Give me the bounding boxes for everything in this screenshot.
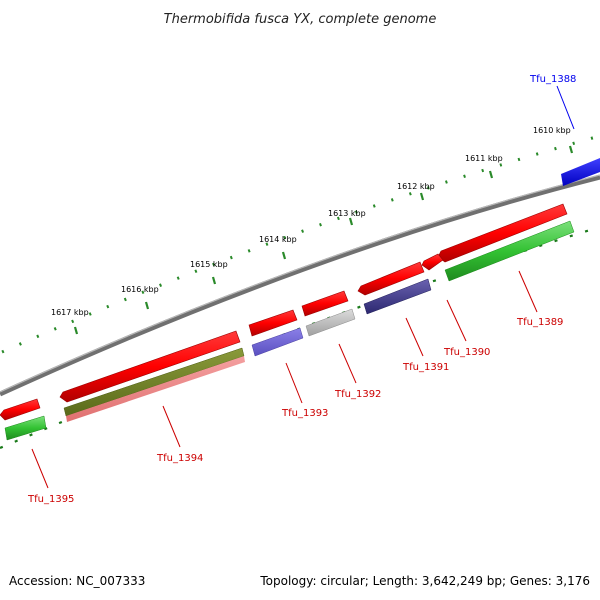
tick-label: 1616 kbp [121, 285, 159, 294]
gene-tfu-1392-forward[interactable] [301, 290, 349, 317]
gene-label: Tfu_1388 [529, 74, 576, 85]
gene-labels: Tfu_1388 Tfu_1389 Tfu_1390 Tfu_1391 Tfu_… [27, 74, 576, 505]
tick-label: 1615 kbp [190, 260, 228, 269]
feature-track [4, 220, 575, 441]
tick-label: 1610 kbp [533, 126, 571, 135]
accession-text: Accession: NC_007333 [9, 574, 146, 588]
gene-label: Tfu_1391 [402, 362, 449, 373]
genome-summary-text: Topology: circular; Length: 3,642,249 bp… [260, 574, 590, 588]
gene-tfu-1389-feature[interactable] [444, 220, 575, 282]
tick-labels: 1610 kbp 1611 kbp 1612 kbp 1613 kbp 1614… [51, 126, 571, 317]
gene-tfu-1393-forward[interactable] [248, 309, 298, 337]
scale-dots [1, 135, 597, 354]
genome-backbone [0, 174, 600, 397]
gene-tfu-1392-feature[interactable] [305, 308, 356, 337]
gene-tfu-1390-forward[interactable] [421, 253, 444, 271]
feature-bar [561, 158, 600, 186]
gene-tfu-1391-forward[interactable] [357, 261, 425, 296]
tick-label: 1613 kbp [328, 209, 366, 218]
map-title: Thermobifida fusca YX, complete genome [164, 12, 437, 27]
gene-tfu-1395-feature[interactable] [4, 415, 47, 441]
gene-label: Tfu_1389 [516, 317, 563, 328]
gene-label: Tfu_1395 [27, 494, 74, 505]
gene-label: Tfu_1392 [334, 389, 381, 400]
gene-tfu-1393-feature[interactable] [251, 327, 304, 357]
gene-tfu-1391-feature[interactable] [363, 278, 432, 315]
label-leaders [31, 85, 575, 489]
gene-tfu-1394-forward[interactable] [59, 330, 241, 403]
gene-tfu-1395-forward[interactable] [0, 398, 41, 421]
gene-tfu-1388[interactable] [561, 158, 600, 186]
gene-label: Tfu_1393 [281, 408, 328, 419]
tick-label: 1617 kbp [51, 308, 89, 317]
tick-label: 1612 kbp [397, 182, 435, 191]
major-ticks [73, 145, 574, 335]
tick-label: 1611 kbp [465, 154, 503, 163]
gene-tfu-1394-feature-lower [66, 356, 245, 422]
gene-label: Tfu_1394 [156, 453, 203, 464]
tick-label: 1614 kbp [259, 235, 297, 244]
scale-track-outer [1, 135, 597, 354]
gene-label: Tfu_1390 [443, 347, 490, 358]
forward-strand-genes [0, 203, 568, 421]
